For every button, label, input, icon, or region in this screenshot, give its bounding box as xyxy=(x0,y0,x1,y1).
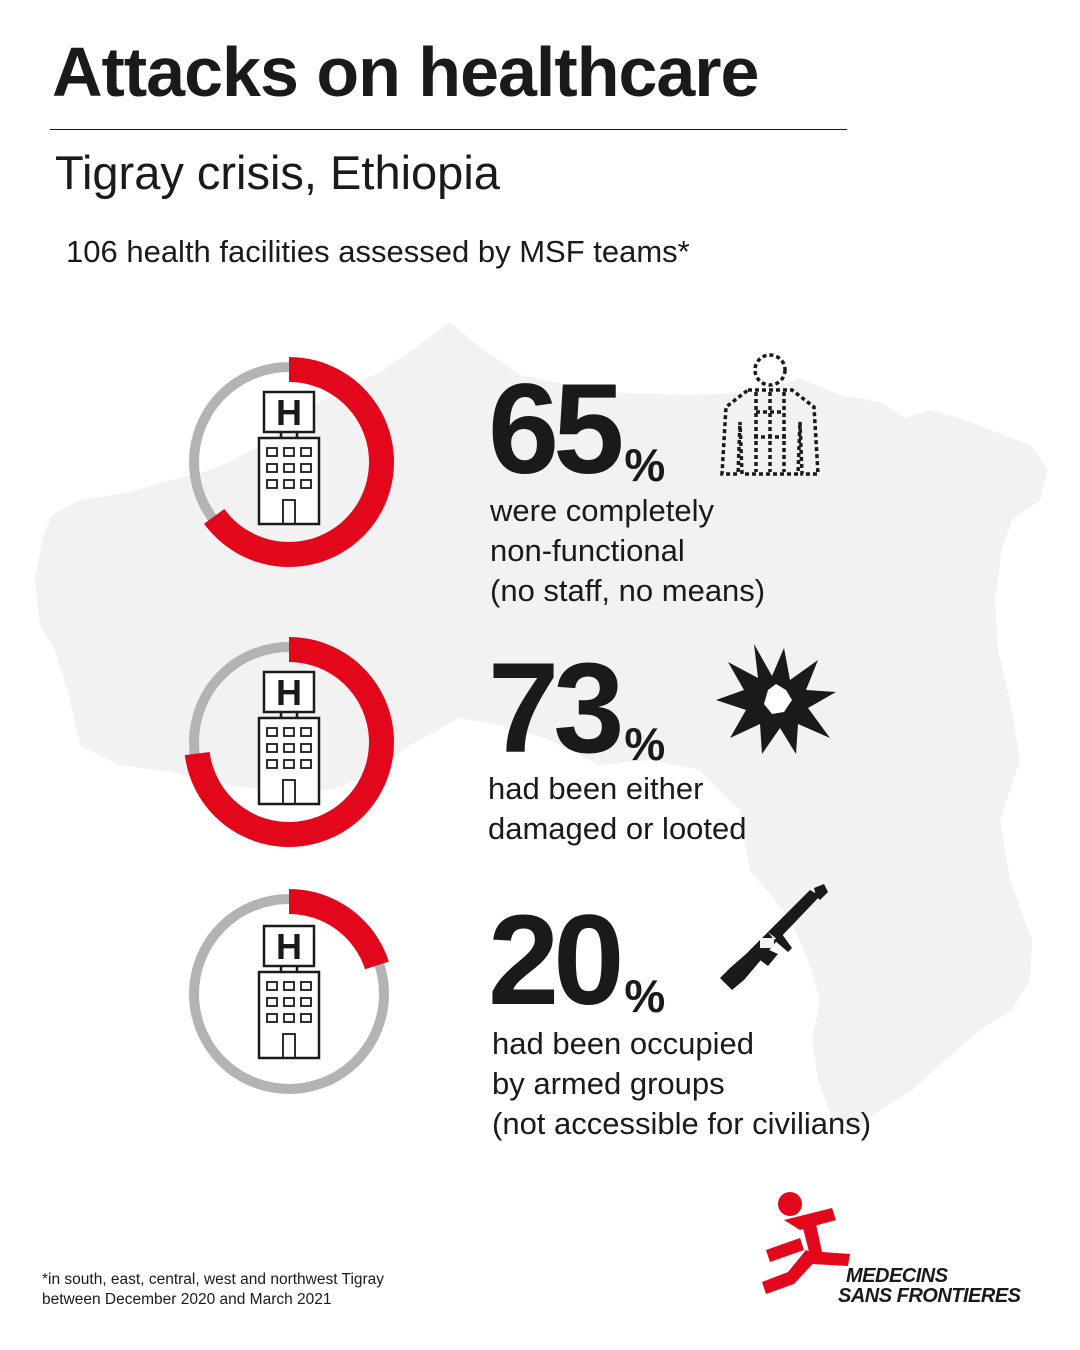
percent-number: 73 xyxy=(488,637,624,780)
percent-sign: % xyxy=(624,970,666,1022)
donut-chart-3: H xyxy=(189,889,389,1094)
footnote-line: between December 2020 and March 2021 xyxy=(42,1291,332,1308)
donut-chart-1: H xyxy=(189,357,394,567)
msf-running-man-logo-icon xyxy=(762,1192,850,1294)
description-line: (no staff, no means) xyxy=(490,573,766,608)
percent-number: 20 xyxy=(488,889,624,1032)
description-line: damaged or looted xyxy=(488,811,747,846)
stat-description-3: had been occupied by armed groups (not a… xyxy=(492,1024,871,1144)
donut-arc-red xyxy=(289,889,389,970)
stat-value-2: 73 % xyxy=(488,645,665,773)
percent-sign: % xyxy=(624,439,666,491)
donut-chart-2: H xyxy=(184,637,394,847)
svg-text:H: H xyxy=(276,392,302,433)
page-subtitle: Tigray crisis, Ethiopia xyxy=(55,146,500,199)
page-title: Attacks on healthcare xyxy=(52,33,759,111)
description-line: had been either xyxy=(488,771,704,806)
logo-text-line1: MEDECINS xyxy=(846,1265,948,1287)
percent-sign: % xyxy=(624,718,666,770)
hospital-building-icon: H xyxy=(257,390,321,526)
injured-person-outline-icon xyxy=(720,353,820,476)
percent-number: 65 xyxy=(488,358,624,501)
footnote-line: *in south, east, central, west and north… xyxy=(42,1271,385,1288)
hospital-building-icon: H xyxy=(257,670,321,806)
logo-text-line2: SANS FRONTIERES xyxy=(838,1285,1021,1307)
svg-text:H: H xyxy=(276,926,302,967)
stat-description-1: were completely non-functional (no staff… xyxy=(490,491,765,611)
footnote: *in south, east, central, west and north… xyxy=(42,1270,384,1310)
intro-text: 106 health facilities assessed by MSF te… xyxy=(66,234,690,269)
hospital-building-icon: H xyxy=(257,924,321,1060)
rifle-icon xyxy=(720,884,828,990)
description-line: non-functional xyxy=(490,533,685,568)
description-line: by armed groups xyxy=(492,1066,725,1101)
stat-value-1: 65 % xyxy=(488,366,665,494)
description-line: (not accessible for civilians) xyxy=(492,1106,872,1141)
svg-text:H: H xyxy=(276,672,302,713)
explosion-icon xyxy=(716,644,836,754)
stat-value-3: 20 % xyxy=(488,897,665,1025)
stat-description-2: had been either damaged or looted xyxy=(488,769,747,849)
description-line: had been occupied xyxy=(492,1026,755,1061)
description-line: were completely xyxy=(490,493,714,528)
title-divider xyxy=(50,129,847,130)
